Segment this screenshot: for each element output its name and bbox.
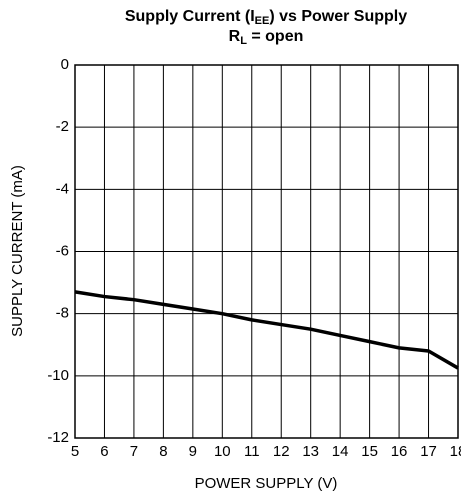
x-tick-label: 7 [130, 443, 138, 460]
y-tick-label: -2 [56, 118, 69, 135]
x-tick-label: 10 [214, 443, 231, 460]
subtitle-part: = open [247, 28, 303, 45]
x-tick-label: 5 [71, 443, 79, 460]
y-tick-label: -4 [56, 180, 69, 197]
y-tick-label: 0 [61, 56, 69, 73]
subtitle-subscript: L [240, 35, 247, 47]
x-tick-label: 14 [332, 443, 349, 460]
title-subscript: EE [255, 15, 270, 27]
x-tick-label: 9 [189, 443, 197, 460]
x-axis-label: POWER SUPPLY (V) [195, 475, 338, 492]
chart-subtitle: RL = open [229, 28, 304, 47]
x-tick-label: 6 [100, 443, 108, 460]
x-tick-label: 11 [244, 443, 260, 460]
y-tick-label: -12 [47, 429, 69, 446]
y-axis-label: SUPPLY CURRENT (mA) [9, 165, 26, 337]
plot-frame [74, 64, 459, 439]
x-tick-label: 17 [420, 443, 437, 460]
title-part: Supply Current (I [125, 8, 255, 25]
title-part: ) vs Power Supply [269, 8, 407, 25]
x-tick-label: 12 [273, 443, 290, 460]
y-tick-label: -8 [56, 305, 69, 322]
x-tick-label: 15 [361, 443, 378, 460]
subtitle-part: R [229, 28, 241, 45]
x-tick-label: 8 [159, 443, 167, 460]
y-tick-label: -10 [47, 367, 69, 384]
x-tick-label: 18 [450, 443, 461, 460]
data-line [74, 290, 459, 370]
x-tick-label: 16 [391, 443, 408, 460]
x-tick-label: 13 [302, 443, 319, 460]
chart-title: Supply Current (IEE) vs Power Supply [125, 8, 407, 27]
y-tick-label: -6 [56, 242, 69, 259]
